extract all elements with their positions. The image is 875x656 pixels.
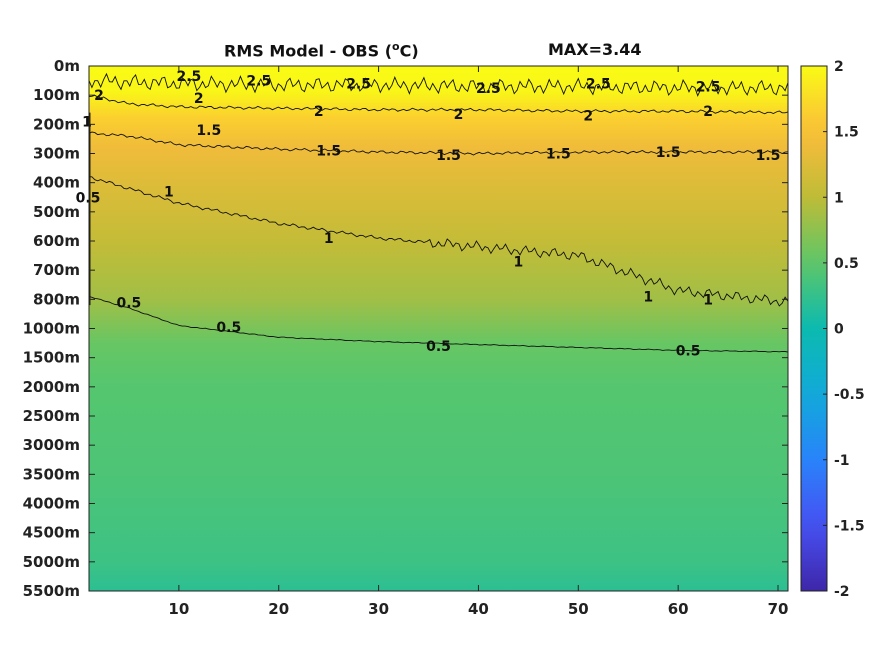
contour-label: 2.5 [476, 81, 501, 97]
colorbar-tick-label: 2 [834, 59, 844, 75]
contour-label: 0.5 [426, 339, 451, 355]
contour-label: 2 [454, 107, 464, 123]
x-axis: 10 20 30 40 50 60 70 [168, 66, 788, 618]
colorbar-tick-label: 0 [834, 322, 844, 338]
contour-line-0.5 [89, 295, 788, 353]
contour-line-2 [89, 94, 788, 115]
y-tick-label: 1500m [23, 349, 80, 367]
title-degree-symbol: o [392, 40, 400, 53]
y-tick-label: 400m [33, 174, 80, 192]
x-tick-label: 70 [768, 600, 789, 618]
chart-title-unit: C) [399, 41, 419, 61]
contour-label: 2 [583, 109, 593, 125]
colorbar-tick-label: 1 [834, 190, 844, 206]
colorbar-axis: 2 1.5 1 0.5 0 -0.5 -1 -1.5 -2 [823, 59, 865, 600]
contour-label: 1.5 [656, 145, 681, 161]
y-tick-label: 200m [33, 115, 80, 133]
contour-line-1 [89, 176, 788, 307]
contour-label: 1.5 [316, 144, 341, 160]
y-axis: 0m 100m 200m 300m 400m 500m 600m 700m 800m 1000m 1… [23, 57, 788, 600]
y-tick-label: 1000m [23, 320, 80, 338]
contour-label: 2.5 [586, 77, 611, 93]
contour-label: 2.5 [696, 79, 721, 95]
y-tick-label: 4000m [23, 495, 80, 513]
contour-label: 0.5 [216, 320, 241, 336]
contour-label: 2.5 [346, 77, 371, 93]
contour-label: 2 [94, 88, 104, 104]
y-tick-label: 5500m [23, 582, 80, 600]
y-tick-label: 700m [33, 261, 80, 279]
x-tick-label: 10 [168, 600, 189, 618]
colorbar-tick-label: -1.5 [834, 518, 865, 534]
chart-title: RMS Model - OBS (oC) [224, 40, 419, 60]
colorbar-tick-label: -2 [834, 584, 850, 600]
y-tick-label: 600m [33, 232, 80, 250]
chart-title-text: RMS Model - OBS ( [224, 41, 393, 61]
contour-label: 1 [324, 231, 334, 247]
contour-label: 1 [643, 289, 653, 305]
contour-line-1.5 [89, 131, 788, 156]
colorbar [800, 65, 828, 592]
contour-lines [89, 72, 788, 353]
contour-label: 2 [703, 104, 713, 120]
contour-label: 1 [82, 114, 92, 130]
x-tick-label: 60 [668, 600, 689, 618]
x-tick-label: 30 [368, 600, 389, 618]
contour-label: 1.5 [196, 123, 221, 139]
colorbar-tick-label: -0.5 [834, 387, 865, 403]
y-tick-label: 3000m [23, 436, 80, 454]
contour-label: 1.5 [436, 148, 461, 164]
contour-label: 0.5 [116, 295, 141, 311]
contour-label: 0.5 [676, 343, 701, 359]
y-tick-label: 3500m [23, 465, 80, 483]
y-tick-label: 300m [33, 145, 80, 163]
contour-label: 0.5 [76, 190, 101, 206]
x-tick-label: 20 [268, 600, 289, 618]
colorbar-tick-label: 1.5 [834, 125, 859, 141]
colorbar-tick-label: 0.5 [834, 256, 859, 272]
contour-label: 1.5 [546, 147, 571, 163]
contour-label: 1.5 [756, 148, 781, 164]
y-tick-label: 100m [33, 86, 80, 104]
max-label: MAX=3.44 [548, 40, 642, 59]
y-tick-label: 4500m [23, 524, 80, 542]
colorbar-tick-label: -1 [834, 453, 850, 469]
x-tick-label: 50 [568, 600, 589, 618]
contour-label: 1 [164, 184, 174, 200]
y-tick-label: 500m [33, 203, 80, 221]
contour-label: 2.5 [246, 74, 271, 90]
y-tick-label: 2000m [23, 378, 80, 396]
contour-labels: 2.5 2.5 2.5 2.5 2.5 2.52 22 2 2 211.51.5 1.5 1.5 1.5… [76, 69, 781, 359]
plot-background [89, 66, 788, 591]
contour-label: 1 [703, 292, 713, 308]
y-tick-label: 5000m [23, 553, 80, 571]
x-tick-label: 40 [468, 600, 489, 618]
contour-label: 1 [514, 254, 524, 270]
contour-line-2.5 [89, 72, 788, 97]
y-tick-label: 800m [33, 290, 80, 308]
contour-label: 2 [314, 104, 324, 120]
y-tick-label: 2500m [23, 407, 80, 425]
contour-label: 2 [194, 91, 204, 107]
contour-label: 2.5 [176, 69, 201, 85]
y-tick-label: 0m [54, 57, 80, 75]
